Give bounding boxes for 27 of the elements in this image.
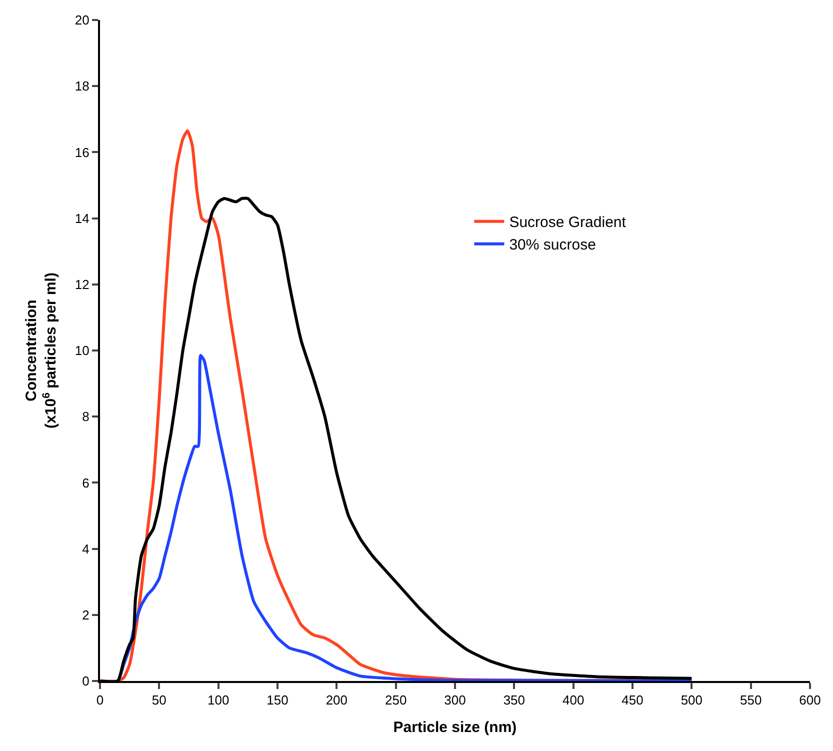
y-tick-label: 6 [82, 475, 90, 490]
y-tick-label: 14 [74, 210, 90, 226]
y-tick-label: 20 [74, 12, 90, 28]
y-tick-label: 10 [74, 343, 90, 358]
legend-label: 30% sucrose [509, 236, 596, 254]
x-tick-label: 200 [326, 692, 348, 708]
x-tick-label: 250 [384, 692, 407, 708]
y-tick-label: 2 [82, 607, 90, 622]
x-tick-label: 300 [444, 692, 466, 708]
x-tick-label: 50 [152, 692, 166, 708]
y-tick-label: 0 [82, 674, 90, 689]
legend-label: Sucrose Gradient [509, 214, 627, 232]
x-tick-label: 350 [503, 692, 526, 708]
x-tick-label: 450 [622, 692, 644, 708]
y-tick-label: 8 [82, 409, 90, 424]
x-tick-label: 550 [740, 692, 762, 708]
y-tick-label: 16 [74, 144, 90, 160]
x-tick-label: 400 [562, 692, 584, 708]
x-tick-label: 600 [799, 692, 821, 708]
y-tick-label: 4 [82, 541, 90, 556]
x-tick-label: 500 [680, 692, 703, 708]
x-tick-label: 0 [96, 692, 104, 708]
x-tick-label: 150 [266, 692, 288, 708]
y-tick-label: 18 [74, 78, 90, 94]
y-tick-label: 12 [74, 276, 90, 292]
x-tick-label: 100 [207, 692, 230, 708]
x-axis-title: Particle size (nm) [393, 719, 517, 736]
